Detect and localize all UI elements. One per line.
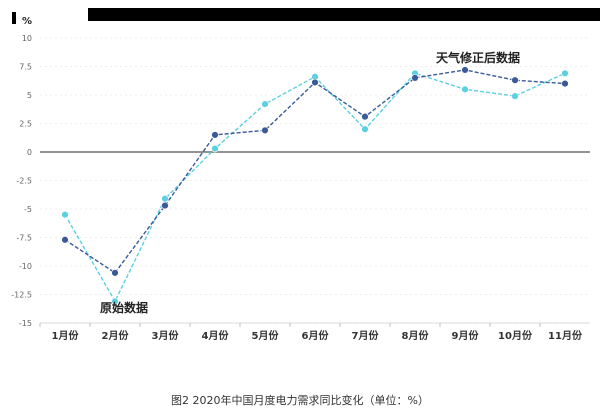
data-point-s0-8 (461, 85, 469, 94)
y-axis: 10 7.5 5 2.5 0 -2.5 -5 -7.5 -10 -12.5 -15 (11, 34, 32, 328)
data-point-s1-4 (261, 126, 269, 135)
x-tick-label: 1月份 (52, 329, 80, 342)
y-tick-label: -5 (24, 205, 32, 214)
x-tick-label: 7月份 (352, 329, 380, 342)
data-point-s1-1 (111, 269, 119, 277)
data-point-s1-5 (311, 78, 319, 87)
y-tick-label: -15 (19, 319, 32, 328)
data-point-s1-6 (361, 112, 369, 121)
unit-marker (12, 12, 16, 24)
x-tick-label: 3月份 (152, 329, 180, 342)
data-point-s1-2 (161, 201, 169, 210)
chart: % 10 7.5 5 2.5 0 -2.5 -5 -7.5 -10 -12.5 -15 1月份 2月份… (11, 8, 600, 342)
y-tick-label: 0 (27, 148, 32, 157)
y-tick-label: 7.5 (19, 63, 32, 72)
data-point-s0-6 (361, 125, 369, 133)
data-point-s1-7 (411, 74, 419, 82)
y-tick-label: -2.5 (16, 177, 32, 186)
y-tick-label: -12.5 (11, 291, 32, 300)
unit-label: % (22, 16, 32, 27)
series-line-1 (64, 69, 566, 274)
series-points (61, 66, 569, 306)
series-label-adjusted: 天气修正后数据 (436, 50, 520, 65)
data-point-s0-4 (261, 100, 269, 108)
y-tick-label: 5 (27, 91, 32, 100)
data-point-s1-10 (561, 79, 569, 88)
data-point-s0-3 (211, 144, 219, 153)
x-tick-label: 4月份 (202, 329, 230, 342)
data-point-s1-0 (61, 236, 69, 244)
x-tick-label: 10月份 (498, 329, 533, 342)
y-tick-label: 10 (22, 34, 32, 43)
series-lines (64, 69, 566, 303)
top-bar (88, 8, 600, 21)
y-tick-label: -7.5 (16, 234, 32, 243)
figure-caption: 图2 2020年中国月度电力需求同比变化（单位：%） (171, 394, 429, 407)
data-point-s0-2 (161, 195, 169, 203)
x-tick-label: 11月份 (548, 329, 583, 342)
x-tick-label: 8月份 (402, 329, 430, 342)
x-tick-label: 9月份 (452, 329, 480, 342)
x-tick-label: 5月份 (252, 329, 280, 342)
data-point-s0-1 (111, 297, 119, 306)
data-point-s1-3 (211, 131, 219, 139)
series-line-0 (64, 72, 566, 303)
data-point-s1-8 (461, 66, 469, 74)
data-point-s0-0 (61, 211, 69, 219)
data-point-s0-9 (511, 92, 519, 100)
y-tick-label: 2.5 (19, 120, 32, 129)
x-tick-label: 2月份 (102, 329, 130, 342)
series-label-original: 原始数据 (100, 300, 148, 315)
data-point-s0-10 (561, 69, 569, 78)
x-tick-label: 6月份 (302, 329, 330, 342)
y-tick-label: -10 (19, 262, 32, 271)
x-axis: 1月份 2月份 3月份 4月份 5月份 6月份 7月份 8月份 9月份 10月份 11月份 (39, 322, 590, 342)
data-point-s1-9 (511, 76, 519, 84)
